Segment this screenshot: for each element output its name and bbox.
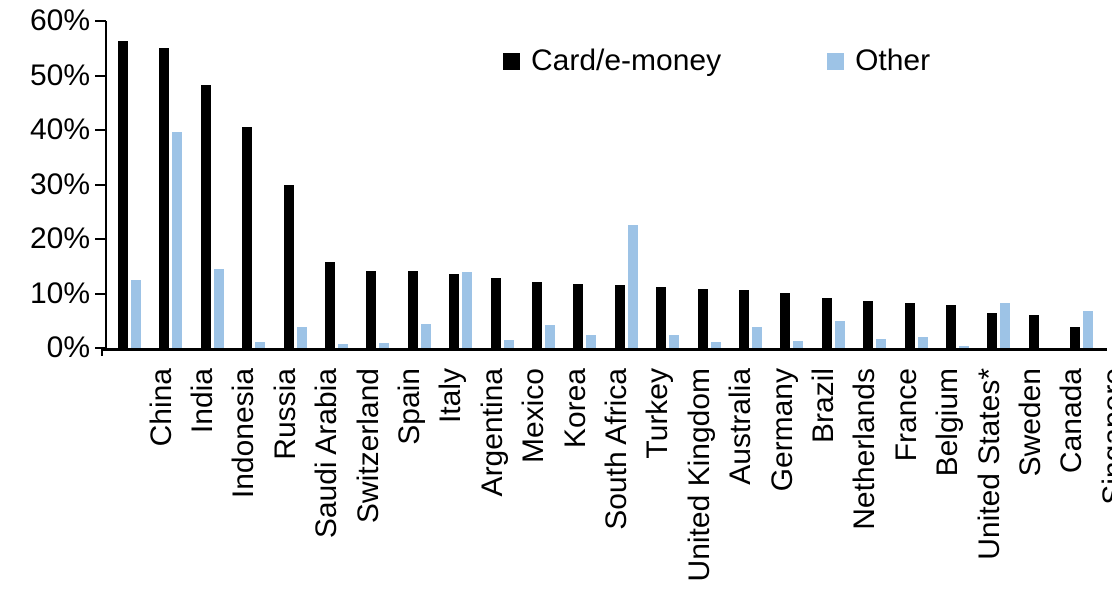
bar-other-argentina (462, 272, 472, 348)
x-axis-label-switzerland: Switzerland (352, 368, 385, 524)
x-axis-label-china: China (145, 368, 178, 447)
x-axis-label-sweden: Sweden (1014, 368, 1047, 477)
y-axis-tick-label-20: 20% (29, 222, 90, 255)
x-axis-label-australia: Australia (724, 368, 757, 485)
bar-other-turkey (628, 225, 638, 348)
bar-card-e-money-belgium (905, 303, 915, 348)
x-axis-label-netherlands: Netherlands (848, 368, 881, 530)
x-axis-label-korea: Korea (559, 368, 592, 449)
legend-marker-card-e-money (503, 52, 520, 70)
bar-card-e-money-canada (1029, 315, 1039, 348)
y-axis-line (105, 21, 107, 351)
bar-card-e-money-germany (739, 290, 749, 348)
bar-card-e-money-saudi-arabia (284, 185, 294, 348)
bar-other-united-states (959, 346, 969, 348)
bar-other-indonesia (214, 269, 224, 348)
bar-card-e-money-brazil (780, 293, 790, 348)
bar-other-belgium (918, 337, 928, 348)
x-axis-origin-tick (101, 348, 103, 356)
bar-other-switzerland (338, 344, 348, 348)
bar-other-korea (545, 325, 555, 348)
y-axis-tick-10 (95, 292, 106, 295)
bar-other-brazil (793, 341, 803, 348)
bar-card-e-money-netherlands (822, 298, 832, 348)
x-axis-label-mexico: Mexico (517, 368, 550, 464)
y-axis-tick-label-50: 50% (29, 58, 90, 92)
y-axis-tick-label-0: 0% (46, 331, 90, 364)
bar-other-china (131, 280, 141, 348)
bar-card-e-money-united-kingdom (656, 287, 666, 348)
bar-card-e-money-sweden (987, 313, 997, 348)
bar-other-italy (421, 324, 431, 348)
bar-other-south-africa (586, 335, 596, 348)
y-axis-tick-40 (95, 129, 106, 131)
x-axis-label-turkey: Turkey (641, 368, 674, 459)
bar-other-mexico (504, 340, 514, 348)
bar-card-e-money-australia (698, 289, 708, 348)
bar-card-e-money-united-states (946, 305, 956, 348)
bar-other-india (172, 132, 182, 348)
bar-card-e-money-singapore (1070, 327, 1080, 348)
bar-other-spain (379, 343, 389, 348)
bar-card-e-money-france (863, 301, 873, 348)
x-axis-label-argentina: Argentina (476, 368, 509, 497)
x-axis-label-south-africa: South Africa (600, 368, 633, 530)
bar-card-e-money-indonesia (201, 85, 211, 348)
bar-other-sweden (1000, 303, 1010, 348)
x-axis-label-singapore: Singapore (1097, 368, 1112, 505)
x-axis-label-belgium: Belgium (931, 368, 964, 477)
bar-other-saudi-arabia (297, 327, 307, 348)
bar-other-russia (255, 342, 265, 348)
bar-card-e-money-korea (532, 282, 542, 348)
bar-other-netherlands (835, 321, 845, 348)
bar-card-e-money-south-africa (573, 284, 583, 348)
bar-card-e-money-argentina (449, 274, 459, 348)
legend-label-card-e-money: Card/e-money (531, 44, 722, 77)
bar-card-e-money-india (159, 48, 169, 348)
bar-other-france (876, 339, 886, 348)
x-axis-label-italy: Italy (434, 368, 467, 424)
bar-other-united-kingdom (669, 335, 679, 348)
x-axis-label-france: France (890, 368, 923, 462)
bar-card-e-money-russia (242, 127, 252, 348)
x-axis-label-united-states: United States* (973, 368, 1006, 560)
bar-card-e-money-turkey (615, 285, 625, 348)
x-axis-label-germany: Germany (766, 368, 799, 492)
bar-other-australia (711, 342, 721, 348)
x-axis-label-spain: Spain (393, 368, 426, 445)
y-axis-tick-label-10: 10% (29, 276, 90, 310)
bar-other-germany (752, 327, 762, 348)
x-axis-line (101, 348, 1107, 351)
y-axis-tick-0 (95, 347, 106, 349)
x-axis-label-canada: Canada (1055, 368, 1088, 474)
y-axis-tick-60 (95, 20, 106, 22)
y-axis-tick-50 (95, 74, 106, 77)
x-axis-label-indonesia: Indonesia (227, 368, 260, 499)
bar-card-e-money-switzerland (325, 262, 335, 348)
legend-marker-other (827, 52, 845, 70)
x-axis-label-russia: Russia (269, 368, 302, 460)
bar-card-e-money-italy (408, 271, 418, 348)
bar-card-e-money-mexico (491, 278, 501, 348)
y-axis-tick-30 (95, 183, 106, 186)
y-axis-tick-label-60: 60% (29, 4, 90, 37)
legend-item-other: Other (827, 45, 930, 77)
bar-other-singapore (1083, 311, 1093, 348)
legend: Card/e-money Other (503, 45, 930, 77)
bar-card-e-money-spain (366, 271, 376, 348)
legend-label-other: Other (855, 44, 931, 77)
y-axis-tick-label-40: 40% (29, 113, 90, 146)
y-axis-tick-20 (95, 238, 106, 240)
x-axis-label-saudi-arabia: Saudi Arabia (310, 368, 343, 539)
x-axis-label-india: India (186, 368, 219, 434)
y-axis-tick-label-30: 30% (29, 167, 90, 201)
x-axis-label-brazil: Brazil (807, 368, 840, 444)
x-axis-label-united-kingdom: United Kingdom (683, 368, 716, 582)
bar-card-e-money-china (118, 41, 128, 348)
legend-item-card-e-money: Card/e-money (503, 45, 721, 77)
